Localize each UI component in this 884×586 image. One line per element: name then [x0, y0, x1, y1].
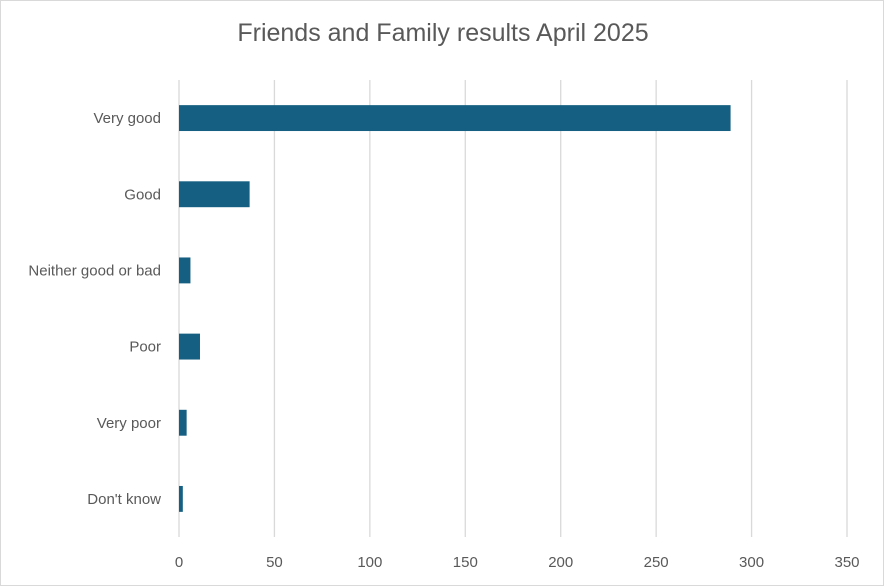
- chart-title: Friends and Family results April 2025: [237, 19, 649, 47]
- x-tick-label: 100: [357, 554, 382, 571]
- bar: [179, 257, 191, 284]
- value-axis: 0 50 100 150 200 250 300 350: [175, 554, 860, 571]
- x-tick-label: 250: [644, 554, 669, 571]
- x-tick-label: 300: [739, 554, 764, 571]
- category-label: Don't know: [87, 491, 161, 508]
- category-label: Poor: [129, 339, 161, 356]
- bar: [179, 485, 183, 512]
- x-tick-label: 350: [834, 554, 859, 571]
- x-tick-label: 150: [453, 554, 478, 571]
- x-tick-label: 200: [548, 554, 573, 571]
- category-label: Neither good or bad: [28, 262, 161, 279]
- bar: [179, 105, 731, 132]
- category-label: Very poor: [97, 415, 161, 432]
- x-tick-label: 50: [266, 554, 283, 571]
- gridlines: [178, 80, 848, 537]
- bar: [179, 409, 187, 436]
- bar: [179, 181, 250, 208]
- category-axis: Very good Good Neither good or bad Poor Very…: [28, 110, 161, 508]
- category-label: Very good: [93, 110, 161, 127]
- category-label: Good: [124, 186, 161, 203]
- bars: [179, 105, 731, 512]
- bar: [179, 333, 200, 360]
- x-tick-label: 0: [175, 554, 183, 571]
